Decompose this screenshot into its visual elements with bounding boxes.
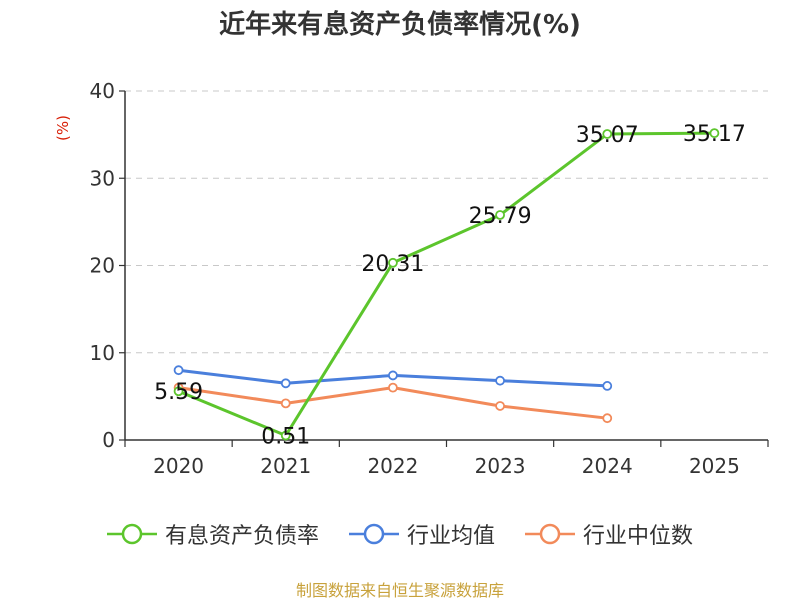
data-point [388,370,398,381]
y-tick-label: 10 [90,341,115,365]
x-tick-label: 2023 [475,454,526,478]
legend-item[interactable]: 行业均值 [348,518,495,550]
x-tick-label: 2025 [689,454,740,478]
data-point [709,128,720,139]
data-point [495,401,505,411]
x-tick-label: 2022 [367,454,418,478]
legend-item[interactable]: 有息资产负债率 [106,518,319,550]
data-point [280,378,291,389]
data-point [173,386,184,397]
legend: 有息资产负债率 行业均值 行业中位数 [0,518,800,550]
data-label: 0.51 [261,425,310,450]
data-point [602,413,613,424]
legend-item[interactable]: 行业中位数 [525,518,693,550]
y-axis-label: (%) [54,115,72,141]
data-point [602,381,613,391]
data-label: 5.59 [154,380,203,405]
chart-title: 近年来有息资产负债率情况(%) [219,10,581,40]
y-tick-label: 30 [90,166,115,190]
source-note: 制图数据来自恒生聚源数据库 [295,581,504,600]
data-label: 35.07 [576,123,639,148]
data-point [280,398,291,409]
data-point [602,129,613,139]
y-tick-label: 40 [90,79,115,103]
data-label: 25.79 [469,204,532,229]
legend-swatch-icon [348,523,399,545]
data-point [495,375,505,386]
data-point [388,382,398,393]
data-point [173,365,184,376]
legend-label: 有息资产负债率 [164,524,319,549]
y-tick-label: 20 [90,254,115,278]
data-label: 35.17 [683,122,746,147]
legend-label: 行业中位数 [583,524,694,549]
data-point [388,257,398,268]
x-tick-label: 2021 [260,454,311,478]
y-tick-label: 0 [102,428,115,452]
x-tick-label: 2024 [582,454,633,478]
series-line-0 [178,131,715,438]
data-label: 20.31 [361,252,424,277]
x-tick-label: 2020 [153,454,204,478]
legend-swatch-icon [525,523,575,545]
data-point [495,210,505,220]
data-point [280,430,291,441]
legend-swatch-icon [106,523,157,545]
legend-label: 行业均值 [406,524,495,549]
